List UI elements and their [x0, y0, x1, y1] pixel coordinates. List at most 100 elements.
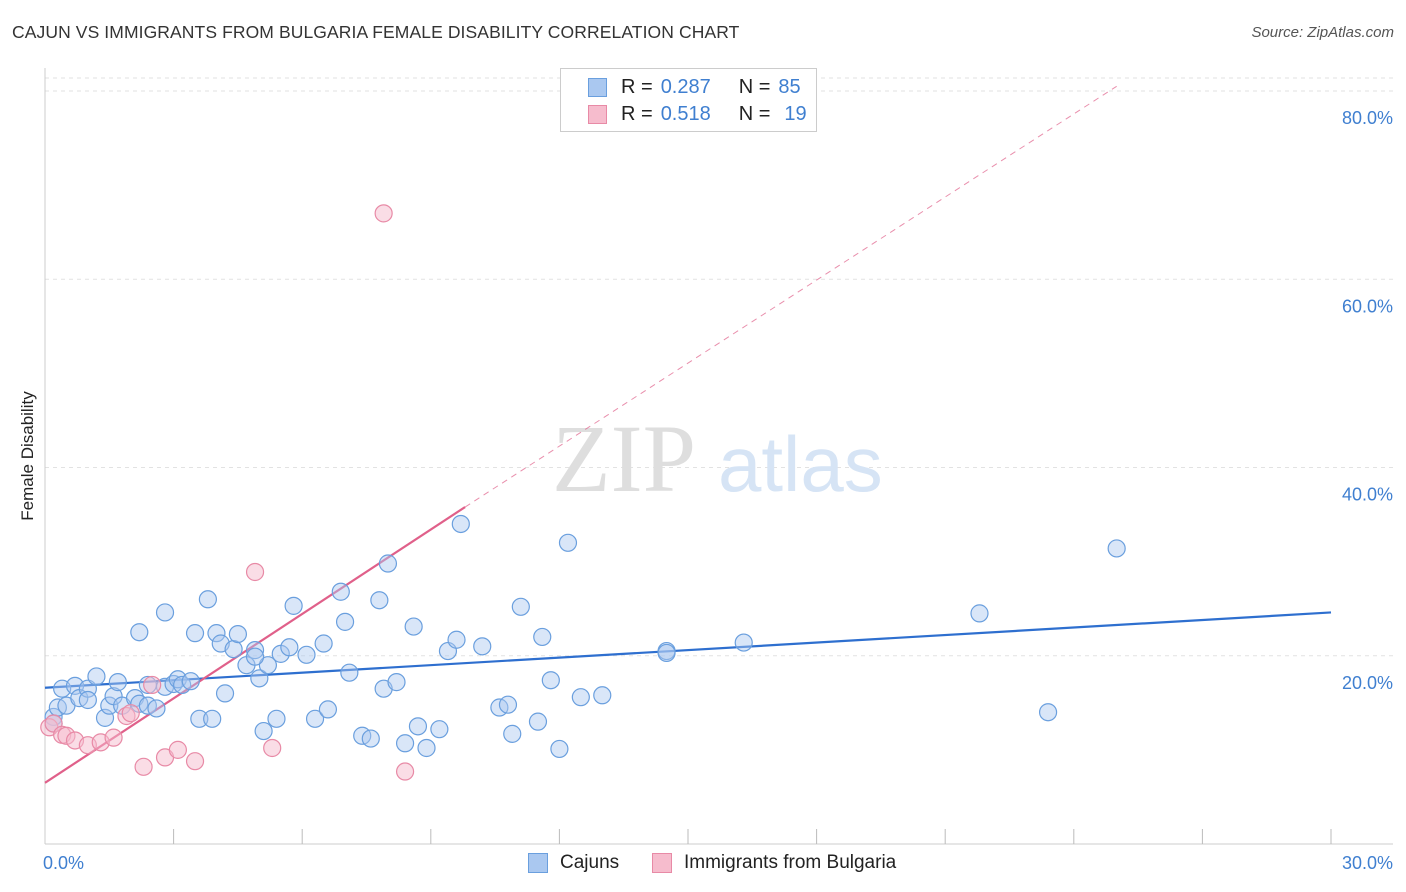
cajun-point — [408, 717, 428, 736]
cajun-point — [190, 709, 209, 728]
n-label: N = — [738, 75, 771, 98]
cajun-point — [108, 673, 127, 692]
bulgaria-point — [121, 704, 140, 723]
cajun-point — [430, 720, 449, 739]
legend-row-bulgaria: R = 0.518 N = 19 — [588, 102, 807, 126]
cajun-point — [245, 647, 265, 666]
data-points — [40, 204, 1126, 781]
cajun-point — [734, 633, 753, 652]
cajun-point — [541, 671, 560, 690]
cajun-point — [280, 638, 299, 657]
cajun-point — [267, 709, 286, 728]
cajun-point — [387, 673, 406, 692]
cajun-point — [318, 700, 338, 719]
x-tick-label-max: 30.0% — [1342, 853, 1393, 873]
cajun-point — [395, 734, 415, 753]
bulgaria-point — [134, 757, 153, 776]
r-value: 0.518 — [660, 102, 711, 125]
bulgaria-point — [104, 728, 123, 747]
bulgaria-swatch — [588, 104, 607, 124]
watermark: ZIP atlas — [552, 405, 883, 512]
cajun-legend-label: Cajuns — [560, 852, 620, 873]
r-label: R = — [621, 75, 653, 98]
cajun-point — [198, 590, 217, 609]
cajun-point — [87, 667, 106, 686]
cajun-point — [340, 663, 359, 682]
y-axis-label: Female Disability — [18, 391, 37, 521]
bulgaria-point — [374, 204, 393, 223]
y-tick-label: 80.0% — [1342, 108, 1393, 128]
cajun-point — [181, 672, 200, 691]
cajun-legend-swatch — [528, 853, 548, 873]
cajun-point — [361, 729, 380, 748]
cajun-point — [203, 709, 222, 728]
n-value: 19 — [784, 102, 807, 125]
source-label: Source: ZipAtlas.com — [1251, 24, 1394, 41]
cajun-point — [571, 688, 590, 707]
cajun-point — [147, 699, 166, 718]
watermark-atlas: atlas — [718, 420, 883, 508]
n-label: N = — [738, 102, 771, 125]
cajun-point — [250, 669, 269, 688]
cajun-point — [970, 604, 989, 623]
cajun-point — [331, 582, 350, 601]
legend-row-cajuns: R = 0.287 N = 85 — [588, 75, 801, 99]
cajun-point — [417, 738, 436, 758]
bulgaria-trend-extension — [464, 85, 1117, 508]
cajun-swatch — [588, 77, 607, 97]
cajun-point — [451, 514, 470, 534]
cajun-point — [297, 645, 316, 664]
cajun-point — [245, 641, 265, 660]
cajun-point — [657, 643, 676, 663]
bulgaria-point — [263, 738, 282, 758]
cajun-point — [185, 624, 205, 643]
cajun-point — [78, 690, 97, 710]
cajun-point — [314, 634, 333, 653]
cajun-trend-line — [44, 611, 1332, 689]
cajun-point — [335, 612, 355, 631]
tick-labels: 20.0% 40.0% 60.0% 80.0% 0.0% 30.0% — [43, 108, 1393, 873]
cajun-point — [284, 596, 303, 615]
cajun-point — [558, 533, 578, 552]
cajun-point — [473, 637, 492, 656]
legend-item-cajuns[interactable]: Cajuns — [528, 852, 619, 874]
cajun-point — [224, 640, 243, 659]
y-tick-label: 20.0% — [1342, 673, 1393, 693]
cajun-point — [1107, 539, 1126, 558]
cajun-point — [100, 696, 119, 715]
cajun-point — [447, 630, 466, 649]
cajun-point — [1038, 703, 1058, 722]
y-tick-label: 60.0% — [1342, 296, 1393, 316]
legend-item-bulgaria[interactable]: Immigrants from Bulgaria — [652, 852, 896, 874]
n-value: 85 — [778, 75, 801, 98]
cajun-point — [215, 684, 235, 703]
y-tick-label: 40.0% — [1342, 485, 1393, 505]
cajun-point — [305, 709, 325, 728]
bulgaria-legend-label: Immigrants from Bulgaria — [684, 852, 897, 873]
cajun-point — [511, 597, 530, 616]
r-value: 0.287 — [660, 75, 711, 98]
bulgaria-point — [245, 562, 265, 582]
cajun-point — [593, 686, 612, 705]
bulgaria-point — [168, 740, 187, 759]
cajun-point — [254, 721, 273, 741]
cajun-point — [533, 627, 552, 647]
r-label: R = — [621, 102, 653, 125]
cajun-point — [404, 617, 423, 636]
cajun-point — [173, 675, 192, 695]
chart-title: CAJUN VS IMMIGRANTS FROM BULGARIA FEMALE… — [12, 22, 740, 42]
cajun-point — [155, 603, 175, 622]
stats-legend: R = 0.287 N = 85 R = 0.518 N = 19 — [560, 68, 817, 132]
cajun-point — [528, 712, 548, 731]
bulgaria-point — [395, 762, 415, 781]
cajun-point — [503, 724, 522, 743]
cajun-point — [130, 623, 149, 642]
cajun-point — [207, 624, 226, 643]
bulgaria-point — [185, 752, 205, 771]
x-tick-label-min: 0.0% — [43, 853, 84, 873]
cajun-point — [258, 656, 278, 675]
cajun-point — [550, 739, 569, 759]
cajun-point — [370, 591, 389, 610]
cajun-point — [378, 554, 398, 573]
